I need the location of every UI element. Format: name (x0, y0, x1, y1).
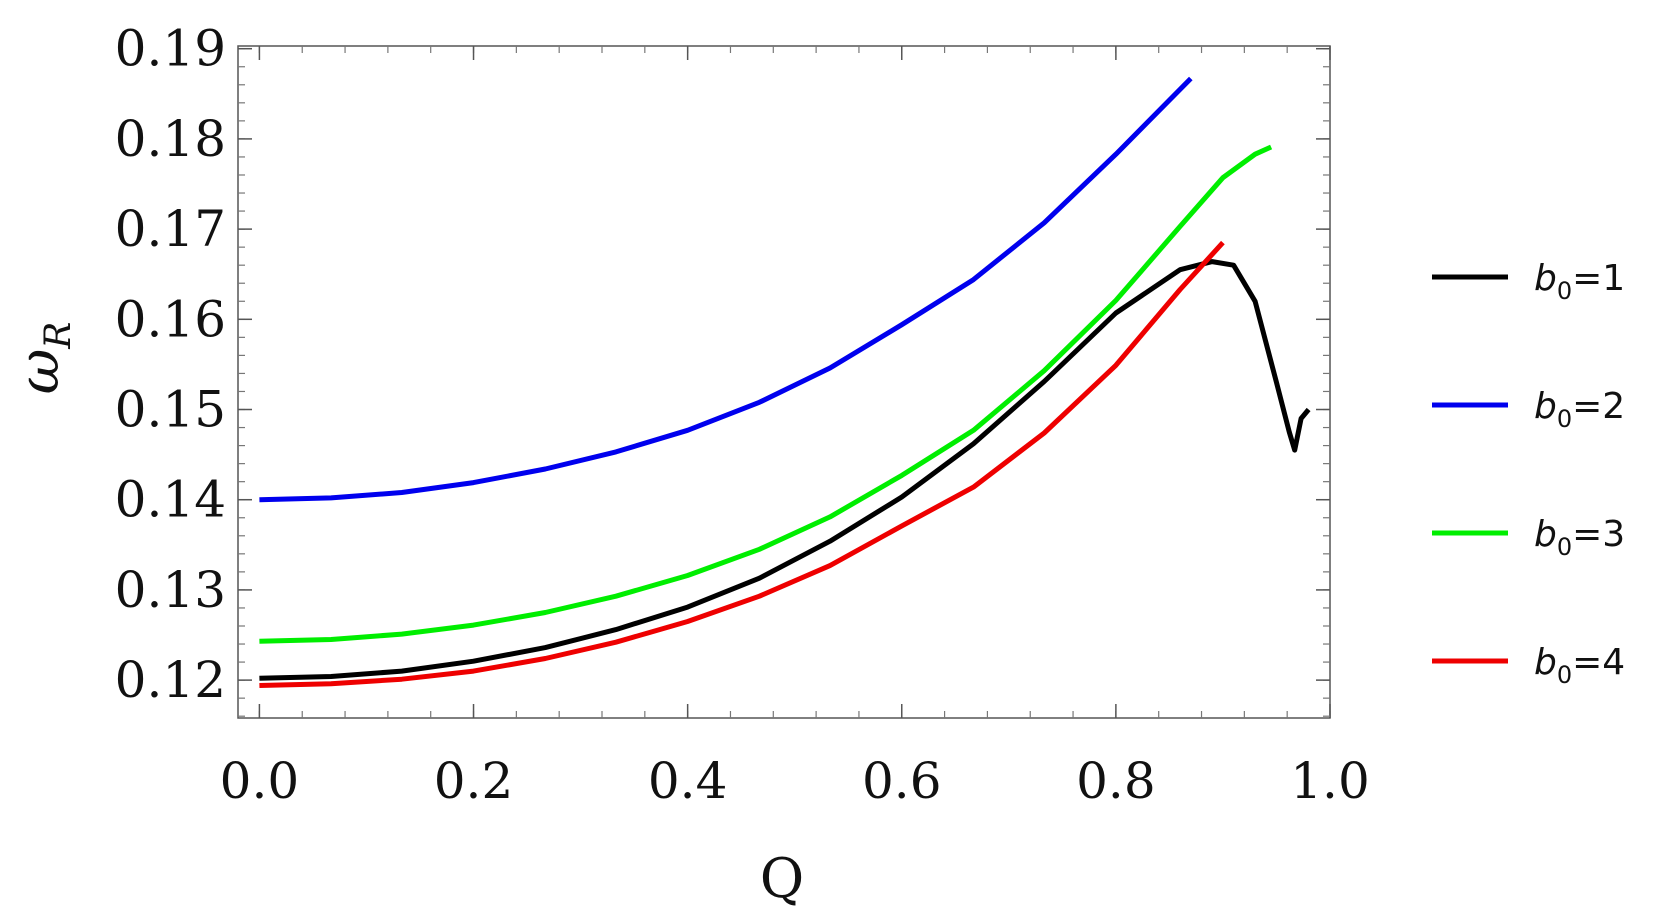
legend-item-b0-4: b0=4 (1432, 642, 1625, 689)
y-tick-label: 0.16 (115, 290, 226, 348)
y-tick-label: 0.19 (115, 20, 226, 78)
y-axis-title-sub: R (38, 322, 79, 350)
x-tick-label: 0.6 (862, 752, 942, 810)
series-line-b0-3 (259, 144, 1273, 644)
x-tick-label: 0.0 (220, 752, 300, 810)
legend: b0=1 b0=2 b0=3 b0=4 (1432, 258, 1625, 689)
y-axis: 0.12 0.13 0.14 0.15 0.16 0.17 0.18 0.19 (115, 20, 1330, 717)
legend-item-b0-1: b0=1 (1432, 258, 1625, 305)
series-line-b0-2 (259, 76, 1193, 503)
series-line-b0-4 (259, 240, 1225, 688)
legend-label: b0=1 (1534, 258, 1625, 305)
x-tick-label: 0.2 (434, 752, 514, 810)
axis-titles: Q ωR (7, 322, 804, 910)
plot-border (237, 45, 1331, 719)
y-tick-label: 0.13 (115, 561, 226, 619)
series-line-b0-1 (259, 259, 1311, 681)
y-tick-label: 0.14 (115, 471, 226, 529)
x-axis: 0.0 0.2 0.4 0.6 0.8 1.0 (220, 46, 1370, 810)
legend-label: b0=3 (1534, 514, 1625, 561)
y-tick-label: 0.17 (115, 200, 226, 258)
x-tick-label: 1.0 (1290, 752, 1370, 810)
series-lines (259, 76, 1311, 688)
plot-frame (237, 45, 1331, 719)
x-tick-label: 0.8 (1076, 752, 1156, 810)
legend-item-b0-3: b0=3 (1432, 514, 1625, 561)
y-tick-label: 0.18 (115, 110, 226, 168)
legend-label: b0=2 (1534, 386, 1625, 433)
y-tick-label: 0.15 (115, 381, 226, 439)
legend-label: b0=4 (1534, 642, 1625, 689)
y-axis-title: ωR (7, 322, 79, 395)
legend-item-b0-2: b0=2 (1432, 386, 1625, 433)
x-tick-label: 0.4 (648, 752, 728, 810)
y-tick-label: 0.12 (115, 651, 226, 709)
x-axis-title: Q (760, 847, 804, 910)
y-axis-title-main: ω (7, 349, 72, 395)
